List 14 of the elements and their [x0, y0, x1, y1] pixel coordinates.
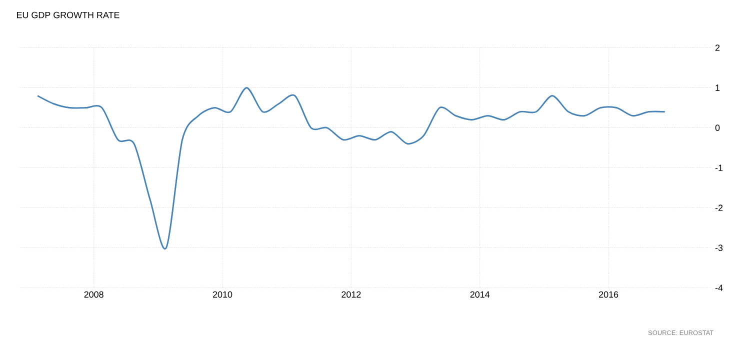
x-tick-label: 2012	[342, 291, 361, 298]
x-tick-label: 2014	[470, 291, 490, 298]
y-tick-label: -1	[715, 164, 723, 171]
y-tick-label: 2	[715, 44, 720, 51]
x-tick-label: 2008	[84, 291, 104, 298]
y-tick-label: -4	[715, 284, 723, 291]
x-tick-label: 2016	[599, 291, 618, 298]
y-tick-label: 1	[716, 84, 720, 91]
y-tick-label: -3	[715, 244, 723, 251]
line-series	[36, 87, 666, 249]
y-tick-label: -2	[715, 204, 723, 211]
x-tick-label: 2010	[212, 291, 232, 298]
y-tick-label: 0	[715, 124, 720, 131]
chart-title: EU GDP GROWTH RATE	[17, 12, 120, 18]
